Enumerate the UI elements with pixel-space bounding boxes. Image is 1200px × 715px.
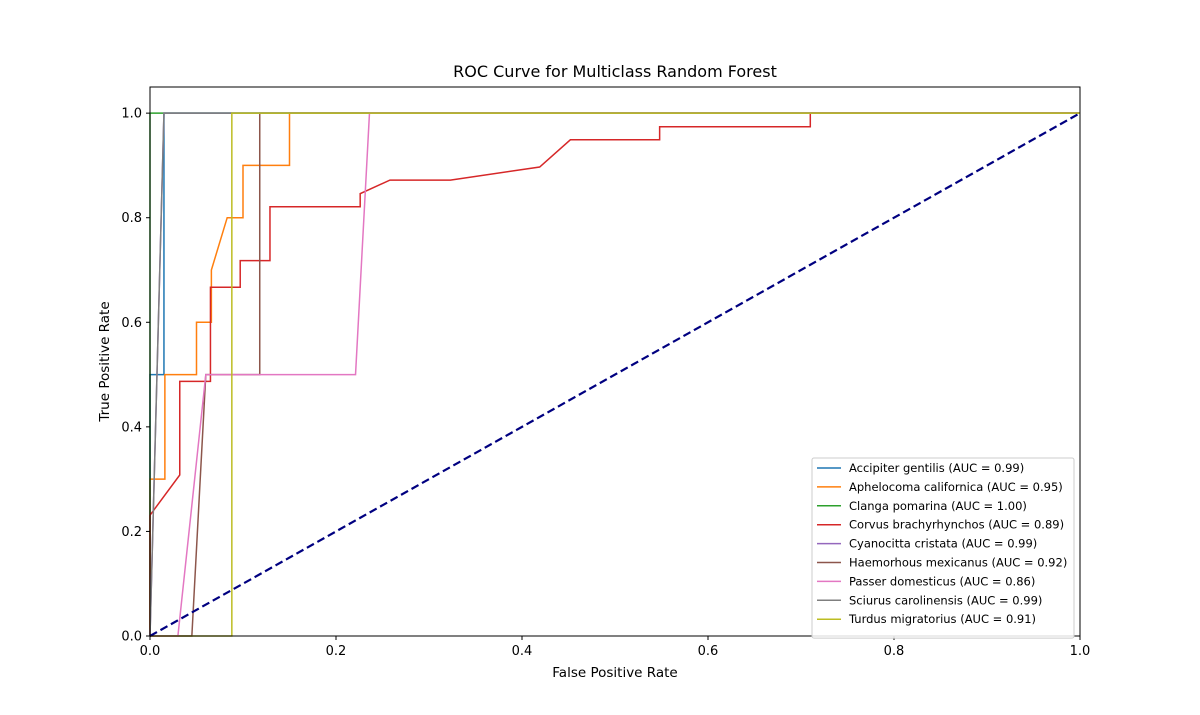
x-tick-label: 1.0 bbox=[1070, 644, 1091, 659]
y-tick-label: 0.8 bbox=[121, 211, 142, 226]
y-axis-title: True Positive Rate bbox=[97, 301, 113, 422]
y-tick-label: 1.0 bbox=[121, 107, 142, 122]
x-axis-ticks: 0.0 0.2 0.4 0.6 0.8 1.0 bbox=[140, 636, 1091, 659]
y-tick-label: 0.2 bbox=[121, 525, 142, 540]
legend-label: Clanga pomarina (AUC = 1.00) bbox=[849, 499, 1027, 513]
roc-curve-2 bbox=[149, 112, 1080, 636]
x-tick-label: 0.0 bbox=[140, 644, 161, 659]
legend-label: Accipiter gentilis (AUC = 0.99) bbox=[849, 461, 1024, 475]
chart-title: ROC Curve for Multiclass Random Forest bbox=[453, 62, 777, 81]
legend-label: Aphelocoma californica (AUC = 0.95) bbox=[849, 480, 1063, 494]
plot-frame bbox=[149, 86, 1081, 637]
y-axis-ticks: 0.0 0.2 0.4 0.6 0.8 1.0 bbox=[121, 107, 150, 645]
legend-label: Cyanocitta cristata (AUC = 0.99) bbox=[849, 537, 1037, 551]
legend-label: Turdus migratorius (AUC = 0.91) bbox=[848, 612, 1036, 626]
y-tick-label: 0.4 bbox=[121, 420, 142, 435]
legend-label: Corvus brachyrhynchos (AUC = 0.89) bbox=[849, 518, 1064, 532]
legend-label: Passer domesticus (AUC = 0.86) bbox=[849, 574, 1035, 588]
x-tick-label: 0.8 bbox=[884, 644, 905, 659]
legend-label: Haemorhous mexicanus (AUC = 0.92) bbox=[849, 556, 1067, 570]
y-tick-label: 0.0 bbox=[121, 630, 142, 645]
chance-reference-line bbox=[149, 112, 1081, 637]
legend: Accipiter gentilis (AUC = 0.99) Aphelocom… bbox=[811, 457, 1075, 639]
x-tick-label: 0.2 bbox=[326, 644, 347, 659]
x-axis-title: False Positive Rate bbox=[552, 665, 677, 681]
x-tick-label: 0.6 bbox=[698, 644, 719, 659]
roc-curve-4 bbox=[149, 112, 1080, 636]
reference-layer bbox=[149, 112, 1081, 637]
legend-label: Sciurus carolinensis (AUC = 0.99) bbox=[849, 593, 1042, 607]
x-tick-label: 0.4 bbox=[512, 644, 533, 659]
y-tick-label: 0.6 bbox=[121, 316, 142, 331]
legend-box bbox=[811, 457, 1075, 639]
